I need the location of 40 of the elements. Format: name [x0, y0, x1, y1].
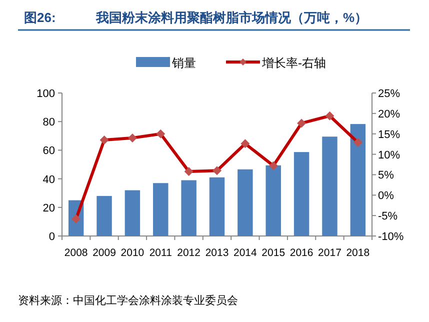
- x-tick-label: 2010: [120, 247, 144, 259]
- bar: [209, 177, 225, 236]
- y2-tick-label: 15%: [378, 128, 400, 141]
- x-tick-label: 2014: [234, 247, 258, 259]
- bar: [153, 183, 168, 236]
- y-tick-label: 80: [42, 116, 55, 129]
- x-tick-label: 2008: [64, 247, 88, 259]
- y2-tick-label: 10%: [378, 149, 400, 162]
- x-tick-label: 2012: [177, 247, 201, 259]
- x-tick-label: 2016: [290, 247, 314, 259]
- bar: [238, 169, 253, 236]
- x-tick-label: 2009: [92, 247, 116, 259]
- x-tick-label: 2018: [346, 247, 370, 259]
- bar: [96, 196, 112, 236]
- x-tick-label: 2013: [205, 247, 229, 259]
- x-tick-label: 2017: [318, 247, 342, 259]
- bar: [266, 165, 281, 236]
- bar: [181, 180, 196, 236]
- x-tick-label: 2011: [149, 247, 172, 259]
- chart-title: 图26:: [24, 10, 56, 25]
- y-tick-label: 40: [42, 174, 55, 186]
- text: 资料来源：中国化工学会涂料涂装专业委员会: [18, 294, 238, 307]
- bar: [322, 136, 338, 236]
- chart-subtitle: 我国粉末涂料用聚酯树脂市场情况（万吨，%）: [95, 10, 368, 25]
- y2-tick-label: -10%: [378, 231, 404, 243]
- legend-label: 增长率-右轴: [261, 56, 326, 70]
- legend-label: 销量: [171, 56, 196, 70]
- y-tick-label: 60: [42, 145, 55, 158]
- y2-tick-label: 20%: [378, 108, 400, 120]
- bar: [294, 152, 310, 236]
- y-tick-label: 100: [36, 88, 55, 100]
- y2-tick-label: -5%: [378, 210, 398, 223]
- bar: [124, 190, 140, 236]
- y2-tick-label: 0%: [378, 190, 394, 202]
- y2-tick-label: 25%: [378, 88, 400, 100]
- y-tick-label: 0: [48, 231, 55, 243]
- y-tick-label: 20: [42, 202, 55, 214]
- x-tick-label: 2015: [262, 247, 286, 259]
- bar: [350, 124, 366, 236]
- y2-tick-label: 5%: [378, 170, 394, 182]
